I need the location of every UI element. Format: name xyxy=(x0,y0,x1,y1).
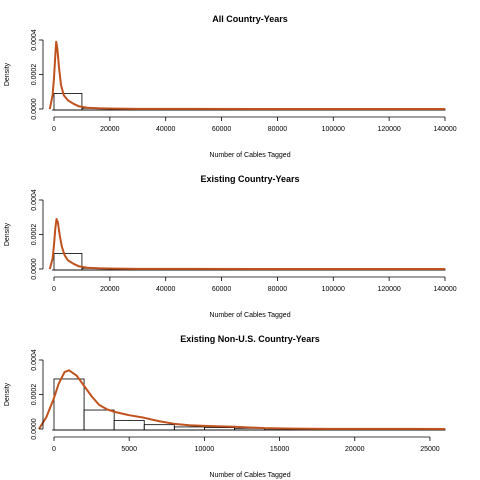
y-tick-label: 0.0004 xyxy=(31,29,38,51)
x-tick-label: 0 xyxy=(52,286,56,293)
histogram-bar xyxy=(113,419,145,431)
y-tick-label: 0.0000 xyxy=(31,98,38,120)
chart-title: Existing Non-U.S. Country-Years xyxy=(180,334,320,344)
histogram-bar xyxy=(143,424,175,431)
x-tick-label: 80000 xyxy=(268,286,288,293)
chart-title: All Country-Years xyxy=(212,14,288,24)
y-axis-label: Density xyxy=(4,222,11,246)
density-line xyxy=(48,217,446,270)
x-tick-label: 120000 xyxy=(377,126,400,133)
x-axis-label: Number of Cables Tagged xyxy=(209,152,290,159)
x-tick-label: 15000 xyxy=(270,446,290,453)
x-tick-label: 100000 xyxy=(322,126,345,133)
y-tick-label: 0.0004 xyxy=(31,189,38,211)
x-tick-label: 140000 xyxy=(433,286,456,293)
y-tick-label: 0.0000 xyxy=(31,258,38,280)
x-tick-label: 25000 xyxy=(420,446,440,453)
x-axis-label: Number of Cables Tagged xyxy=(209,312,290,319)
y-tick-label: 0.0004 xyxy=(31,349,38,371)
x-tick-label: 40000 xyxy=(156,126,176,133)
x-tick-label: 60000 xyxy=(212,286,232,293)
x-tick-label: 20000 xyxy=(100,126,120,133)
histogram-bar xyxy=(173,426,205,431)
x-tick-label: 20000 xyxy=(100,286,120,293)
x-tick-label: 10000 xyxy=(195,446,215,453)
x-tick-label: 0 xyxy=(52,126,56,133)
y-axis-label: Density xyxy=(4,62,11,86)
y-tick-label: 0.0002 xyxy=(31,64,38,86)
y-tick-label: 0.0002 xyxy=(31,384,38,406)
x-tick-label: 0 xyxy=(52,446,56,453)
density-line xyxy=(48,40,446,110)
histogram-bar xyxy=(53,93,83,111)
chart-panel-2: Existing Country-Years 0.0000 0.0002 0.0004… xyxy=(4,174,457,319)
x-tick-label: 20000 xyxy=(345,446,365,453)
x-axis-label: Number of Cables Tagged xyxy=(209,472,290,479)
x-tick-label: 120000 xyxy=(377,286,400,293)
histogram-bar xyxy=(83,409,115,431)
y-axis-label: Density xyxy=(4,382,11,406)
x-tick-label: 140000 xyxy=(433,126,456,133)
x-tick-label: 60000 xyxy=(212,126,232,133)
chart-title: Existing Country-Years xyxy=(200,174,299,184)
x-tick-label: 100000 xyxy=(322,286,345,293)
x-tick-label: 80000 xyxy=(268,126,288,133)
x-tick-label: 5000 xyxy=(121,446,137,453)
density-line xyxy=(38,369,446,430)
chart-panel-3: Existing Non-U.S. Country-Years 0.0000 0.0… xyxy=(4,334,446,479)
histogram-bar xyxy=(53,253,83,271)
x-tick-label: 40000 xyxy=(156,286,176,293)
y-tick-label: 0.0000 xyxy=(31,418,38,440)
y-tick-label: 0.0002 xyxy=(31,224,38,246)
chart-panel-1: All Country-Years 0.0000 0.0002 0.0004 Densi… xyxy=(4,14,457,159)
